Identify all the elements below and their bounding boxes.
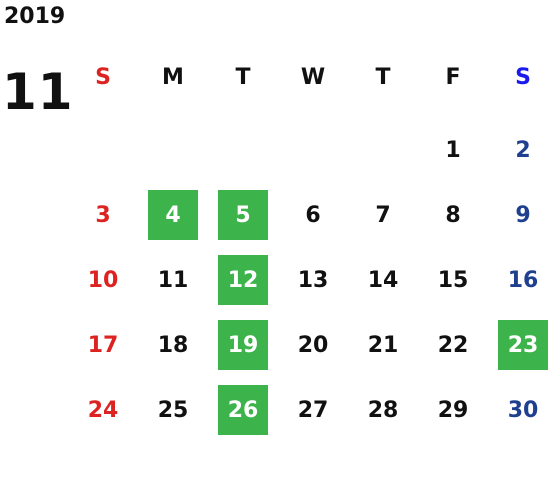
day-cell-highlighted[interactable]: 19	[218, 320, 268, 370]
day-cell[interactable]: 1	[445, 137, 461, 163]
day-cell[interactable]: 10	[87, 267, 119, 293]
day-cell[interactable]: 3	[95, 202, 111, 228]
day-cell[interactable]: 7	[375, 202, 391, 228]
day-cell[interactable]: 9	[515, 202, 531, 228]
day-cell[interactable]: 29	[437, 397, 469, 423]
day-cell[interactable]: 20	[297, 332, 329, 358]
day-cell-highlighted[interactable]: 4	[148, 190, 198, 240]
day-cell[interactable]: 2	[515, 137, 531, 163]
weekday-thursday: T	[375, 64, 391, 90]
day-cell-highlighted[interactable]: 12	[218, 255, 268, 305]
weekday-friday: F	[445, 64, 461, 90]
day-cell[interactable]: 22	[437, 332, 469, 358]
day-cell[interactable]: 24	[87, 397, 119, 423]
year-label: 2019	[4, 4, 66, 29]
day-cell[interactable]: 15	[437, 267, 469, 293]
weekday-monday: M	[162, 64, 184, 90]
day-cell[interactable]: 14	[367, 267, 399, 293]
month-number: 11	[2, 63, 74, 121]
day-cell[interactable]: 17	[87, 332, 119, 358]
week-row: 10 11 12 13 14 15 16	[70, 255, 548, 307]
weekday-tuesday: T	[235, 64, 251, 90]
day-cell-highlighted[interactable]: 23	[498, 320, 548, 370]
day-cell[interactable]: 30	[507, 397, 539, 423]
weekday-sunday: S	[95, 64, 111, 90]
day-cell[interactable]: 13	[297, 267, 329, 293]
day-cell[interactable]: 27	[297, 397, 329, 423]
day-cell[interactable]: 28	[367, 397, 399, 423]
day-cell[interactable]: 6	[305, 202, 321, 228]
day-cell-highlighted[interactable]: 26	[218, 385, 268, 435]
week-row: 24 25 26 27 28 29 30	[70, 385, 548, 437]
weekday-header-row: S M T W T F S	[70, 52, 548, 104]
day-cell[interactable]: 11	[157, 267, 189, 293]
weekday-saturday: S	[515, 64, 531, 90]
day-cell[interactable]: 16	[507, 267, 539, 293]
weekday-wednesday: W	[300, 64, 326, 90]
day-cell[interactable]: 25	[157, 397, 189, 423]
week-row: 17 18 19 20 21 22 23	[70, 320, 548, 372]
day-cell[interactable]: 21	[367, 332, 399, 358]
day-cell-highlighted[interactable]: 5	[218, 190, 268, 240]
day-cell[interactable]: 8	[445, 202, 461, 228]
day-cell[interactable]: 18	[157, 332, 189, 358]
